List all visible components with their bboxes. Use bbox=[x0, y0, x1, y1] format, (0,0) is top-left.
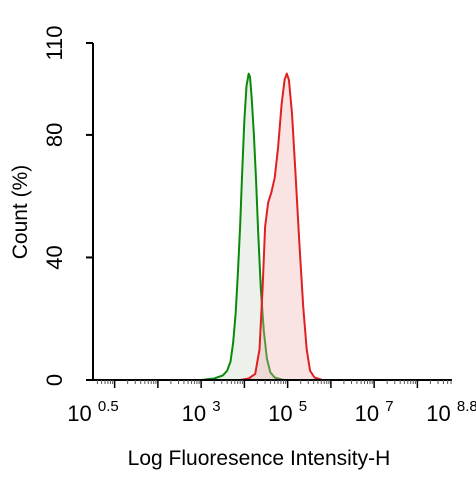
x-tick-label: 10 7 bbox=[355, 398, 394, 426]
y-tick-label: 40 bbox=[42, 245, 67, 269]
series-2-line bbox=[239, 72, 323, 381]
series-1-line bbox=[200, 72, 284, 381]
series-2-area bbox=[240, 73, 323, 380]
x-tick-label: 10 5 bbox=[268, 398, 307, 426]
series-layer bbox=[200, 72, 323, 381]
y-tick-label: 110 bbox=[42, 25, 67, 60]
y-tick-label: 80 bbox=[42, 123, 67, 147]
axis-layer bbox=[92, 43, 452, 381]
x-axis-title: Log Fluoresence Intensity-H bbox=[128, 447, 391, 470]
tick-layer: 0 40 80 110 10 0.5 10 3 10 5 10 7 10 8.8 bbox=[42, 25, 476, 426]
series-1-area bbox=[201, 73, 284, 380]
y-axis-title: Count (%) bbox=[9, 165, 32, 260]
x-tick-label: 10 0.5 bbox=[67, 398, 118, 426]
x-tick-label: 10 3 bbox=[182, 398, 221, 426]
y-tick-label: 0 bbox=[42, 374, 67, 386]
x-tick-label: 10 8.8 bbox=[426, 398, 476, 426]
